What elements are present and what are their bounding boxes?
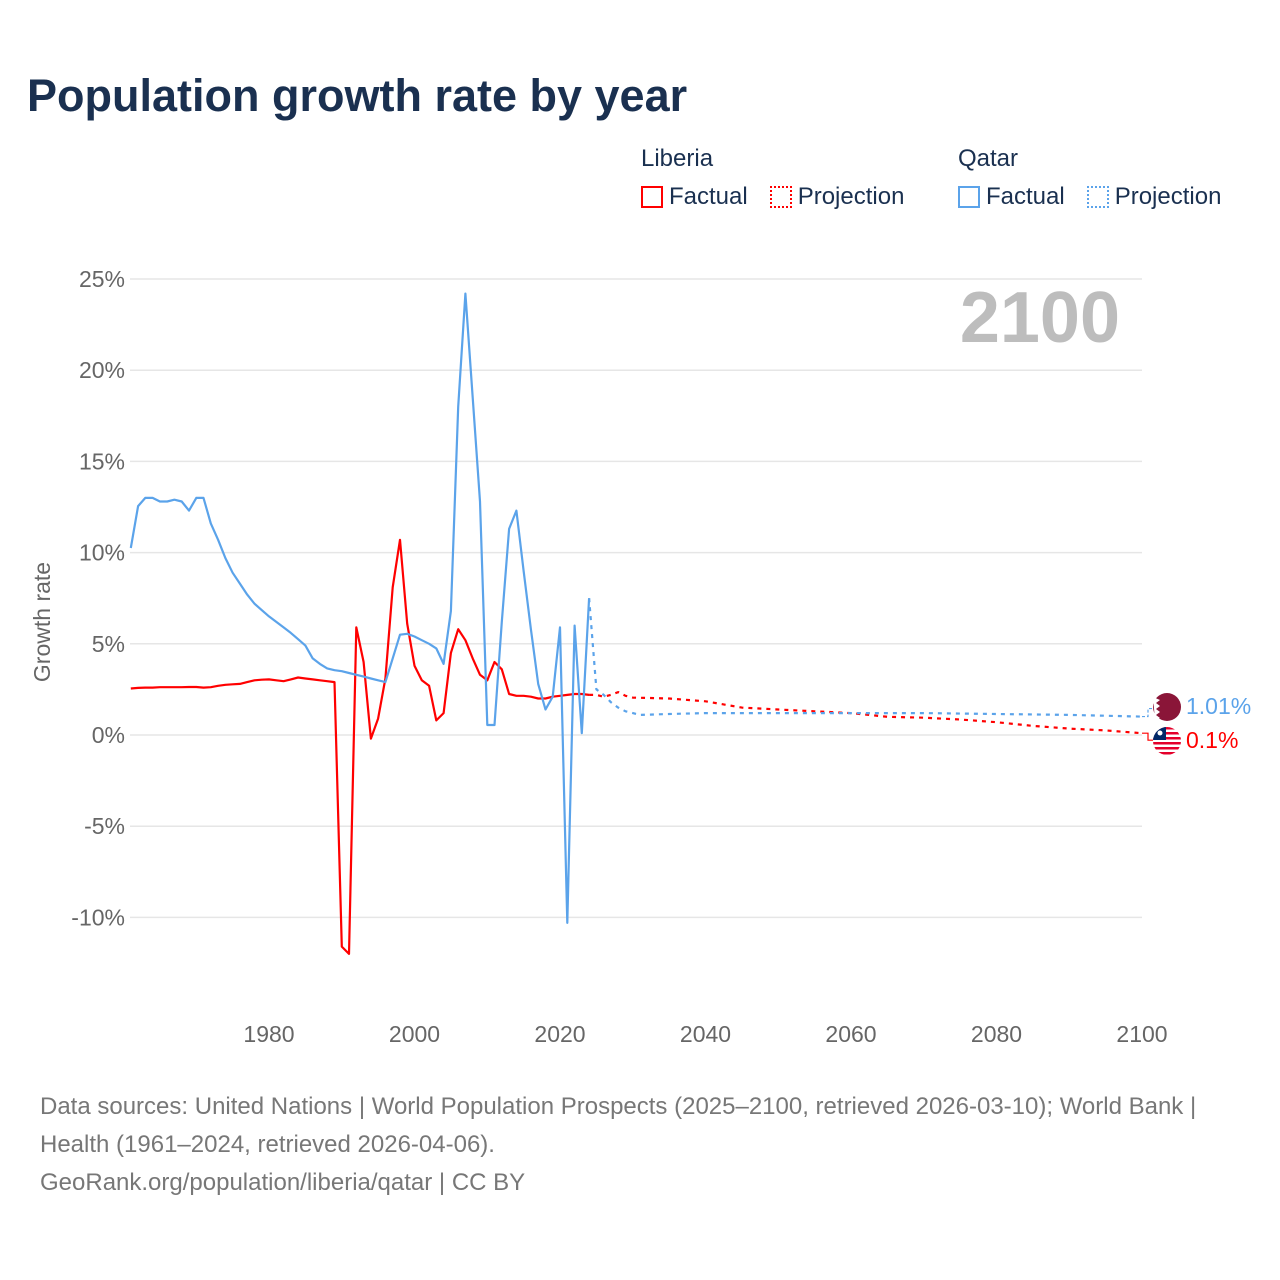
- legend-qatar-projection[interactable]: Projection: [1086, 183, 1222, 211]
- x-tick-label: 2020: [534, 1021, 585, 1047]
- line-chart: -10% -5% 0% 5% 10% 15% 20% 25% 1980 2000 2020 2040 2…: [29, 266, 1251, 1047]
- x-tick-label: 2060: [825, 1021, 876, 1047]
- data-sources: Data sources: United Nations | World Pop…: [40, 1093, 1197, 1158]
- year-watermark: 2100: [960, 278, 1120, 358]
- legend-label: Factual: [669, 183, 748, 210]
- y-tick-label: 15%: [79, 448, 125, 474]
- page-title: Population growth rate by year: [27, 70, 688, 121]
- y-tick-label: 20%: [79, 357, 125, 383]
- legend-label: Projection: [797, 183, 905, 210]
- liberia-flag-stripe: [1153, 752, 1181, 755]
- y-tick-label: 25%: [79, 266, 125, 292]
- legend-qatar-factual[interactable]: Factual: [958, 183, 1065, 211]
- x-tick-label: 1980: [243, 1021, 294, 1047]
- liberia-flag-stripe: [1153, 727, 1181, 730]
- y-axis-label: Growth rate: [29, 562, 55, 682]
- qatar-connector: [1142, 707, 1158, 718]
- swatch-dotted-icon: [769, 186, 792, 208]
- swatch-dotted-icon: [1086, 186, 1109, 208]
- swatch-solid-icon: [958, 186, 980, 208]
- liberia-projection-line: [589, 690, 1143, 735]
- legend-label: Factual: [986, 183, 1065, 210]
- liberia-flag-stripe: [1153, 732, 1181, 735]
- legend-liberia-projection[interactable]: Projection: [769, 183, 905, 211]
- legend-group-liberia: Liberia Factual Projection: [641, 145, 920, 211]
- liberia-flag-icon: [1153, 727, 1181, 755]
- liberia-flag-stripe: [1153, 742, 1181, 745]
- qatar-flag-serration: [1153, 697, 1160, 720]
- qatar-projection-line: [588, 598, 1143, 718]
- swatch-solid-icon: [641, 186, 663, 208]
- qatar-flag-icon: [1153, 693, 1181, 721]
- legend-title-liberia: Liberia: [641, 145, 714, 172]
- legend-title-qatar: Qatar: [958, 145, 1019, 172]
- liberia-flag-stripe: [1153, 737, 1181, 740]
- qatar-factual-line: [129, 292, 591, 925]
- y-tick-label: -10%: [71, 904, 125, 930]
- liberia-end-label: 0.1%: [1186, 727, 1238, 753]
- qatar-end-label: 1.01%: [1186, 693, 1251, 719]
- x-tick-label: 2000: [389, 1021, 440, 1047]
- legend-group-qatar: Qatar Factual Projection: [958, 145, 1237, 211]
- y-tick-label: 5%: [92, 631, 125, 657]
- y-tick-label: -5%: [84, 813, 125, 839]
- credit-link[interactable]: GeoRank.org/population/liberia/qatar | C…: [40, 1169, 526, 1196]
- x-tick-label: 2040: [680, 1021, 731, 1047]
- y-tick-label: 10%: [79, 540, 125, 566]
- x-tick-label: 2100: [1116, 1021, 1167, 1047]
- liberia-flag-star: [1157, 730, 1163, 736]
- liberia-flag-body: [1153, 727, 1181, 755]
- liberia-flag-stripe: [1153, 747, 1181, 750]
- footer: Data sources: United Nations | World Pop…: [40, 1088, 1240, 1202]
- y-tick-label: 0%: [92, 722, 125, 748]
- liberia-factual-line: [130, 538, 590, 956]
- x-tick-label: 2080: [971, 1021, 1022, 1047]
- liberia-connector: [1142, 732, 1156, 741]
- legend-liberia-factual[interactable]: Factual: [641, 183, 748, 211]
- legend-label: Projection: [1114, 183, 1222, 210]
